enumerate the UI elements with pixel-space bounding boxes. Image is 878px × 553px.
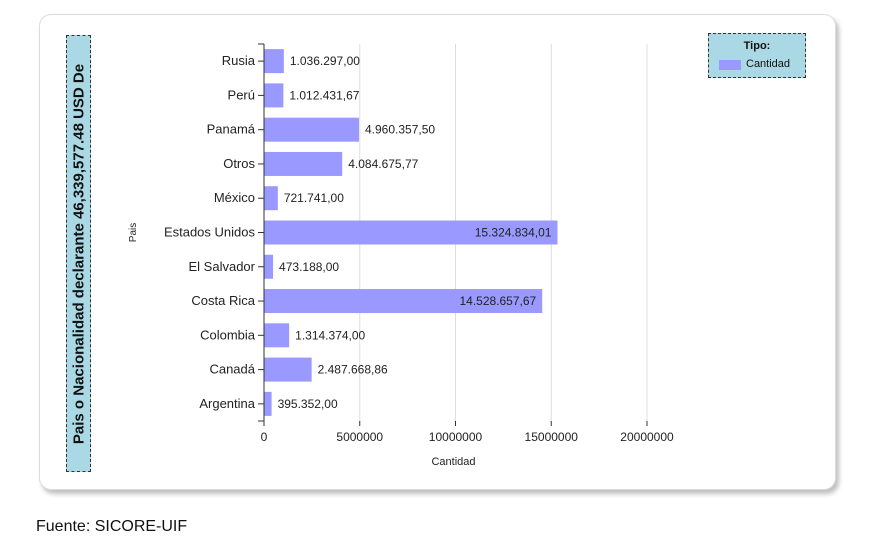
chart-title-box: Pais o Nacionalidad declarante 46,339,57… [66,35,91,472]
bar [264,289,543,314]
bar [264,186,278,211]
bar [264,83,284,108]
bar [264,49,284,74]
category-label: Canadá [209,362,255,377]
legend-swatch [719,60,741,70]
category-label: El Salvador [189,259,256,274]
bar [264,323,290,348]
bar [264,117,359,142]
category-label: Otros [223,156,255,171]
legend: Tipo: Cantidad [708,33,806,78]
data-label: 14.528.657,67 [459,294,536,308]
category-label: Rusia [222,53,256,68]
data-label: 2.487.668,86 [318,363,388,377]
data-label: 15.324.834,01 [475,226,552,240]
data-label: 1.012.431,67 [289,88,359,102]
data-label: 721.741,00 [284,191,344,205]
x-axis-label: Cantidad [431,456,475,468]
bar [264,151,343,176]
bar [264,391,272,416]
bar [264,254,274,279]
data-label: 1.314.374,00 [295,328,365,342]
y-axis-label: Pais [128,223,139,242]
data-label: 1.036.297,00 [290,54,360,68]
data-label: 473.188,00 [279,260,339,274]
data-label: 4.084.675,77 [348,157,418,171]
x-tick-label: 15000000 [525,430,579,444]
category-label: México [214,190,255,205]
bar [264,357,312,382]
category-label: Argentina [199,396,255,411]
category-label: Perú [228,87,255,102]
data-label: 4.960.357,50 [365,123,435,137]
x-tick-label: 10000000 [429,430,483,444]
legend-label: Cantidad [746,58,791,70]
x-tick-label: 5000000 [336,430,383,444]
category-label: Panamá [207,122,256,137]
data-label: 395.352,00 [278,397,338,411]
category-label: Estados Unidos [164,225,256,240]
category-label: Colombia [200,327,256,342]
category-label: Costa Rica [191,293,255,308]
chart-card [39,14,836,490]
bar [264,220,558,245]
x-tick-label: 20000000 [620,430,674,444]
x-tick-label: 0 [261,430,268,444]
legend-title: Tipo: [743,40,771,52]
source-caption: Fuente: SICORE-UIF [36,518,188,535]
